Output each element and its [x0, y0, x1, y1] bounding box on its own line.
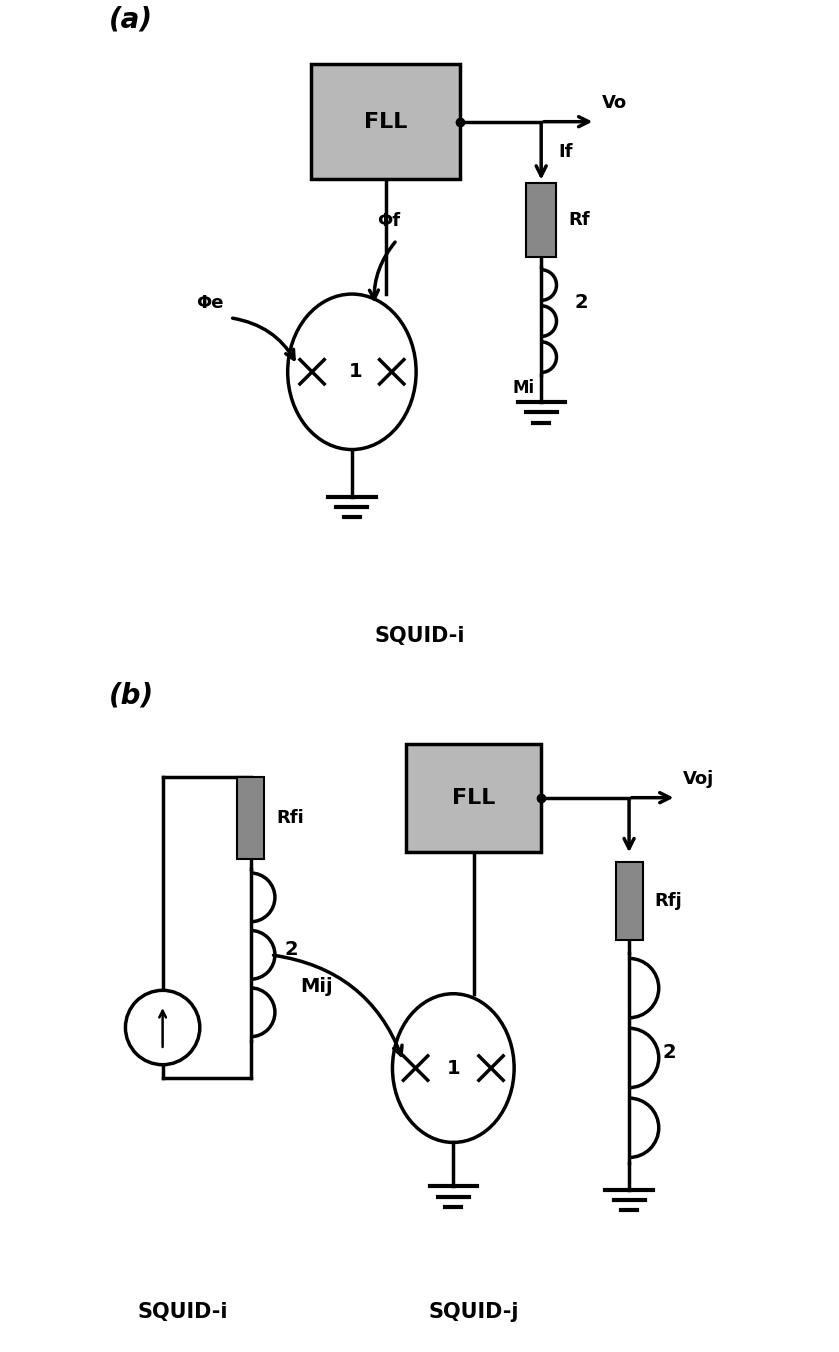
Text: SQUID-i: SQUID-i: [138, 1302, 228, 1322]
Text: Mij: Mij: [300, 977, 333, 996]
Text: Rfj: Rfj: [654, 892, 682, 910]
Bar: [237, 777, 264, 859]
Text: FLL: FLL: [364, 112, 408, 131]
Text: (a): (a): [108, 5, 153, 32]
Text: Vo: Vo: [602, 95, 627, 112]
Text: SQUID-j: SQUID-j: [429, 1302, 519, 1322]
Bar: [616, 863, 643, 940]
Text: 2: 2: [575, 292, 589, 311]
Text: Rfi: Rfi: [276, 808, 304, 827]
Text: 2: 2: [663, 1042, 676, 1061]
Text: Φe: Φe: [196, 293, 223, 311]
Text: Voj: Voj: [683, 771, 714, 788]
Text: Φf: Φf: [378, 212, 400, 230]
Text: If: If: [558, 143, 572, 161]
Text: 1: 1: [446, 1059, 460, 1078]
Text: 2: 2: [284, 940, 298, 959]
Bar: [406, 744, 541, 852]
Text: 1: 1: [348, 362, 362, 381]
Text: (b): (b): [108, 681, 154, 708]
Bar: [526, 183, 556, 257]
Text: Rf: Rf: [568, 211, 590, 228]
Circle shape: [126, 990, 200, 1065]
Text: FLL: FLL: [452, 788, 495, 807]
Text: SQUID-i: SQUID-i: [374, 626, 465, 646]
Bar: [311, 64, 460, 178]
Text: Mi: Mi: [513, 379, 534, 396]
